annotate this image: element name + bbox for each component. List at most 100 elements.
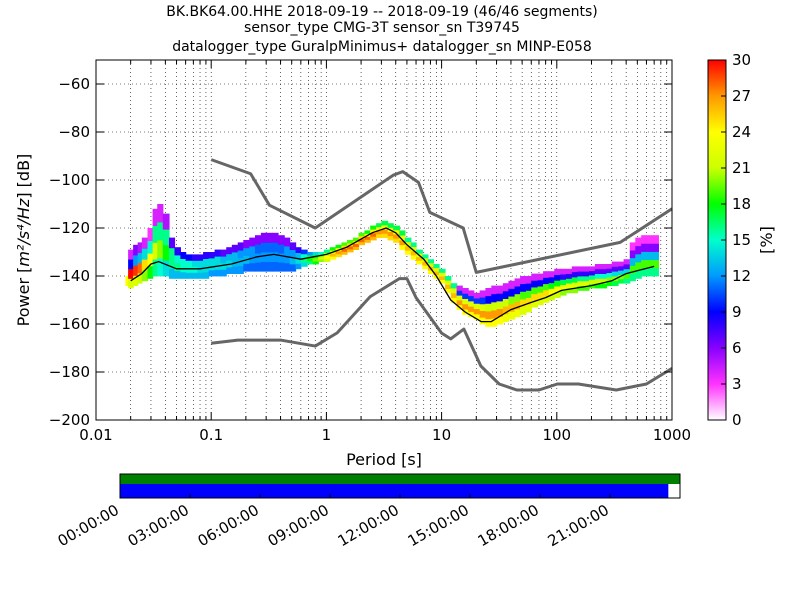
histogram-cell [543,296,550,303]
histogram-cell [410,246,417,252]
data-coverage-bar [120,474,680,484]
histogram-cell [203,265,210,273]
timeline-tick-label: 03:00:00 [125,501,192,550]
histogram-cell [185,266,193,273]
histogram-cell [152,225,158,243]
histogram-cell [255,262,262,272]
histogram-cell [531,300,539,308]
histogram-cell [439,279,446,284]
histogram-cell [462,298,469,305]
histogram-cell [376,226,382,231]
histogram-cell [133,244,139,256]
histogram-cell [462,288,469,294]
histogram-cell [456,300,463,306]
histogram-cell [335,244,343,249]
histogram-cell [243,240,250,249]
histogram-cell [646,251,654,261]
histogram-cell [208,258,216,265]
histogram-cell [180,258,187,266]
histogram-cell [565,273,573,279]
histogram-cell [323,255,331,259]
histogram-cell [571,266,579,273]
histogram-cell [456,285,463,291]
histogram-cell [543,283,550,291]
histogram-cell [491,285,498,295]
histogram-cell [162,229,170,246]
x-tick-label: 10 [432,426,451,444]
histogram-cell [347,240,354,244]
histogram-cell [560,268,567,275]
histogram-cell [272,252,279,262]
histogram-cell [404,241,412,247]
histogram-cell [312,258,319,262]
histogram-cell [370,225,377,230]
histogram-cell [277,244,285,254]
histogram-cell [525,297,532,306]
histogram-cell [133,265,139,276]
histogram-cell [137,242,143,253]
histogram-cell [479,303,486,311]
histogram-cell [399,235,406,241]
histogram-cell [611,271,619,277]
histogram-cell [295,247,302,253]
histogram-cell [508,280,516,289]
histogram-cell [427,259,435,264]
histogram-cell [611,266,619,272]
histogram-cell [543,271,550,278]
histogram-cell [479,290,486,298]
timeline-ticks: 00:00:00 03:00:00 06:00:00 09:00:00 12:00:00… [55,494,612,550]
histogram-cell [473,292,481,299]
histogram-cell [329,253,337,257]
histogram-cell [162,213,170,230]
histogram-cell [456,290,463,296]
histogram-cell [125,276,129,286]
histogram-cell [618,278,625,284]
histogram-cell [588,270,596,276]
histogram-cell [266,242,274,253]
histogram-cell [220,256,227,264]
histogram-cell [427,262,435,267]
histogram-cell [525,304,532,313]
histogram-cell [174,247,181,256]
histogram-cell [514,278,521,287]
histogram-cell [623,264,631,270]
histogram-cell [197,254,204,261]
histogram-cell [185,272,193,279]
histogram-cell [652,243,659,252]
histogram-cell [468,300,475,307]
histogram-cell [266,252,274,262]
histogram-cell [571,276,579,283]
histogram-cell [554,286,561,293]
y-tick-label: −100 [49,171,90,189]
x-tick-label: 1000 [653,426,691,444]
histogram-cell [364,236,371,240]
histogram-cell [272,242,279,253]
histogram-cell [214,249,221,257]
histogram-cell [260,252,267,262]
histogram-cell [133,275,139,286]
histogram-cell [468,306,475,312]
histogram-cell [147,265,154,279]
histogram-cell [600,268,608,274]
histogram-cell [381,229,389,234]
histogram-cell [646,259,654,269]
histogram-cell [277,253,285,263]
histogram-cell [387,223,394,228]
histogram-cell [226,247,233,255]
histogram-cell [404,237,412,243]
histogram-cell [376,234,382,238]
histogram-cell [352,237,360,241]
timeline-tick-label: 00:00:00 [55,501,122,550]
histogram-cell [450,288,458,294]
histogram-cell [277,235,285,245]
histogram-cell [485,303,492,312]
y-axis-label-prefix: Power [ [14,267,33,327]
histogram-cell [525,276,532,284]
histogram-cell [618,261,625,267]
histogram-cell [162,260,170,277]
histogram-cell [623,278,631,284]
histogram-cell [208,270,216,277]
histogram-cell [174,255,181,264]
histogram-cell [468,311,475,318]
psd-histogram [125,204,659,327]
